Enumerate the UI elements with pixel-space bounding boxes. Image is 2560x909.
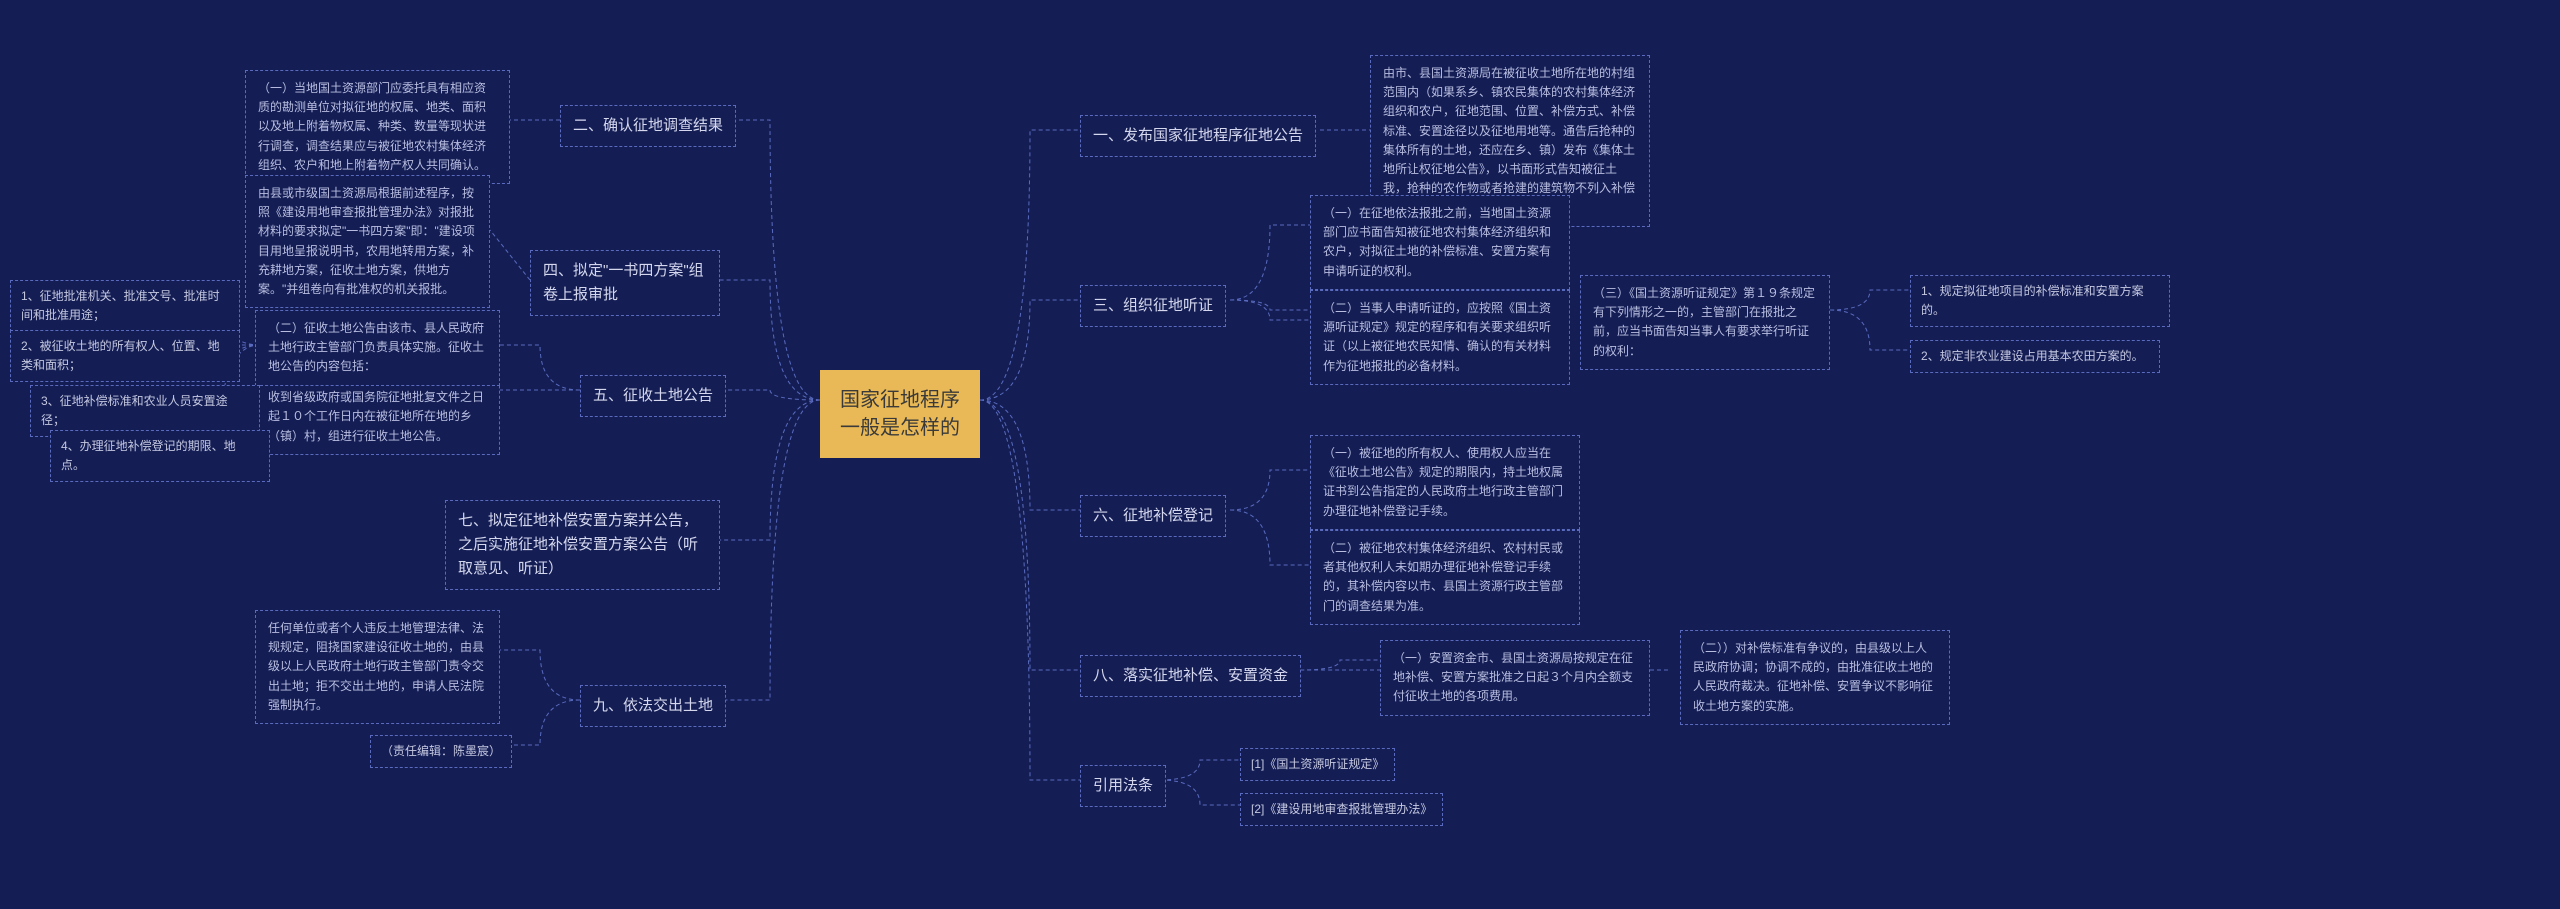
leaf-l5-2-1: 1、征地批准机关、批准文号、批准时间和批准用途； [10,280,240,332]
leaf-l2-1: （一）当地国土资源部门应委托具有相应资质的勘测单位对拟征地的权属、地类、面积以及… [245,70,510,184]
leaf-r3-3-2: 2、规定非农业建设占用基本农田方案的。 [1910,340,2160,373]
leaf-r3-3-1: 1、规定拟征地项目的补偿标准和安置方案的。 [1910,275,2170,327]
branch-r8: 八、落实征地补偿、安置资金 [1080,655,1301,697]
branch-r1: 一、发布国家征地程序征地公告 [1080,115,1316,157]
leaf-r6-2: （二）被征地农村集体经济组织、农村村民或者其他权利人未如期办理征地补偿登记手续的… [1310,530,1580,625]
leaf-r3-3: （三）《国土资源听证规定》第１９条规定有下列情形之一的，主管部门在报批之前，应当… [1580,275,1830,370]
branch-l2: 二、确认征地调查结果 [560,105,736,147]
branch-r3: 三、组织征地听证 [1080,285,1226,327]
branch-l7: 七、拟定征地补偿安置方案并公告，之后实施征地补偿安置方案公告（听取意见、听证） [445,500,720,590]
leaf-l9-1: 任何单位或者个人违反土地管理法律、法规规定，阻挠国家建设征收土地的，由县级以上人… [255,610,500,724]
leaf-r8-2: （二））对补偿标准有争议的，由县级以上人民政府协调；协调不成的，由批准征收土地的… [1680,630,1950,725]
leaf-l5-2-4: 4、办理征地补偿登记的期限、地点。 [50,430,270,482]
leaf-ref-2: [2]《建设用地审查报批管理办法》 [1240,793,1443,826]
leaf-r3-2: （二）当事人申请听证的，应按照《国土资源听证规定》规定的程序和有关要求组织听证（… [1310,290,1570,385]
center-node: 国家征地程序一般是怎样的 [820,370,980,458]
leaf-l5-2: （二）征收土地公告由该市、县人民政府土地行政主管部门负责具体实施。征收土地公告的… [255,310,500,386]
branch-l5: 五、征收土地公告 [580,375,726,417]
leaf-l4-1: 由县或市级国土资源局根据前述程序，按照《建设用地审查报批管理办法》对报批材料的要… [245,175,490,308]
leaf-ref-1: [1]《国土资源听证规定》 [1240,748,1395,781]
leaf-l9-2: （责任编辑：陈墨宸） [370,735,512,768]
branch-l4: 四、拟定"一书四方案"组卷上报审批 [530,250,720,316]
branch-r6: 六、征地补偿登记 [1080,495,1226,537]
branch-l9: 九、依法交出土地 [580,685,726,727]
leaf-r8-1: （一）安置资金市、县国土资源局按规定在征地补偿、安置方案批准之日起３个月内全额支… [1380,640,1650,716]
leaf-r6-1: （一）被征地的所有权人、使用权人应当在《征收土地公告》规定的期限内，持土地权属证… [1310,435,1580,530]
branch-refs: 引用法条 [1080,765,1166,807]
leaf-r3-1: （一）在征地依法报批之前，当地国土资源部门应书面告知被征地农村集体经济组织和农户… [1310,195,1570,290]
leaf-l5-2-2: 2、被征收土地的所有权人、位置、地类和面积； [10,330,240,382]
